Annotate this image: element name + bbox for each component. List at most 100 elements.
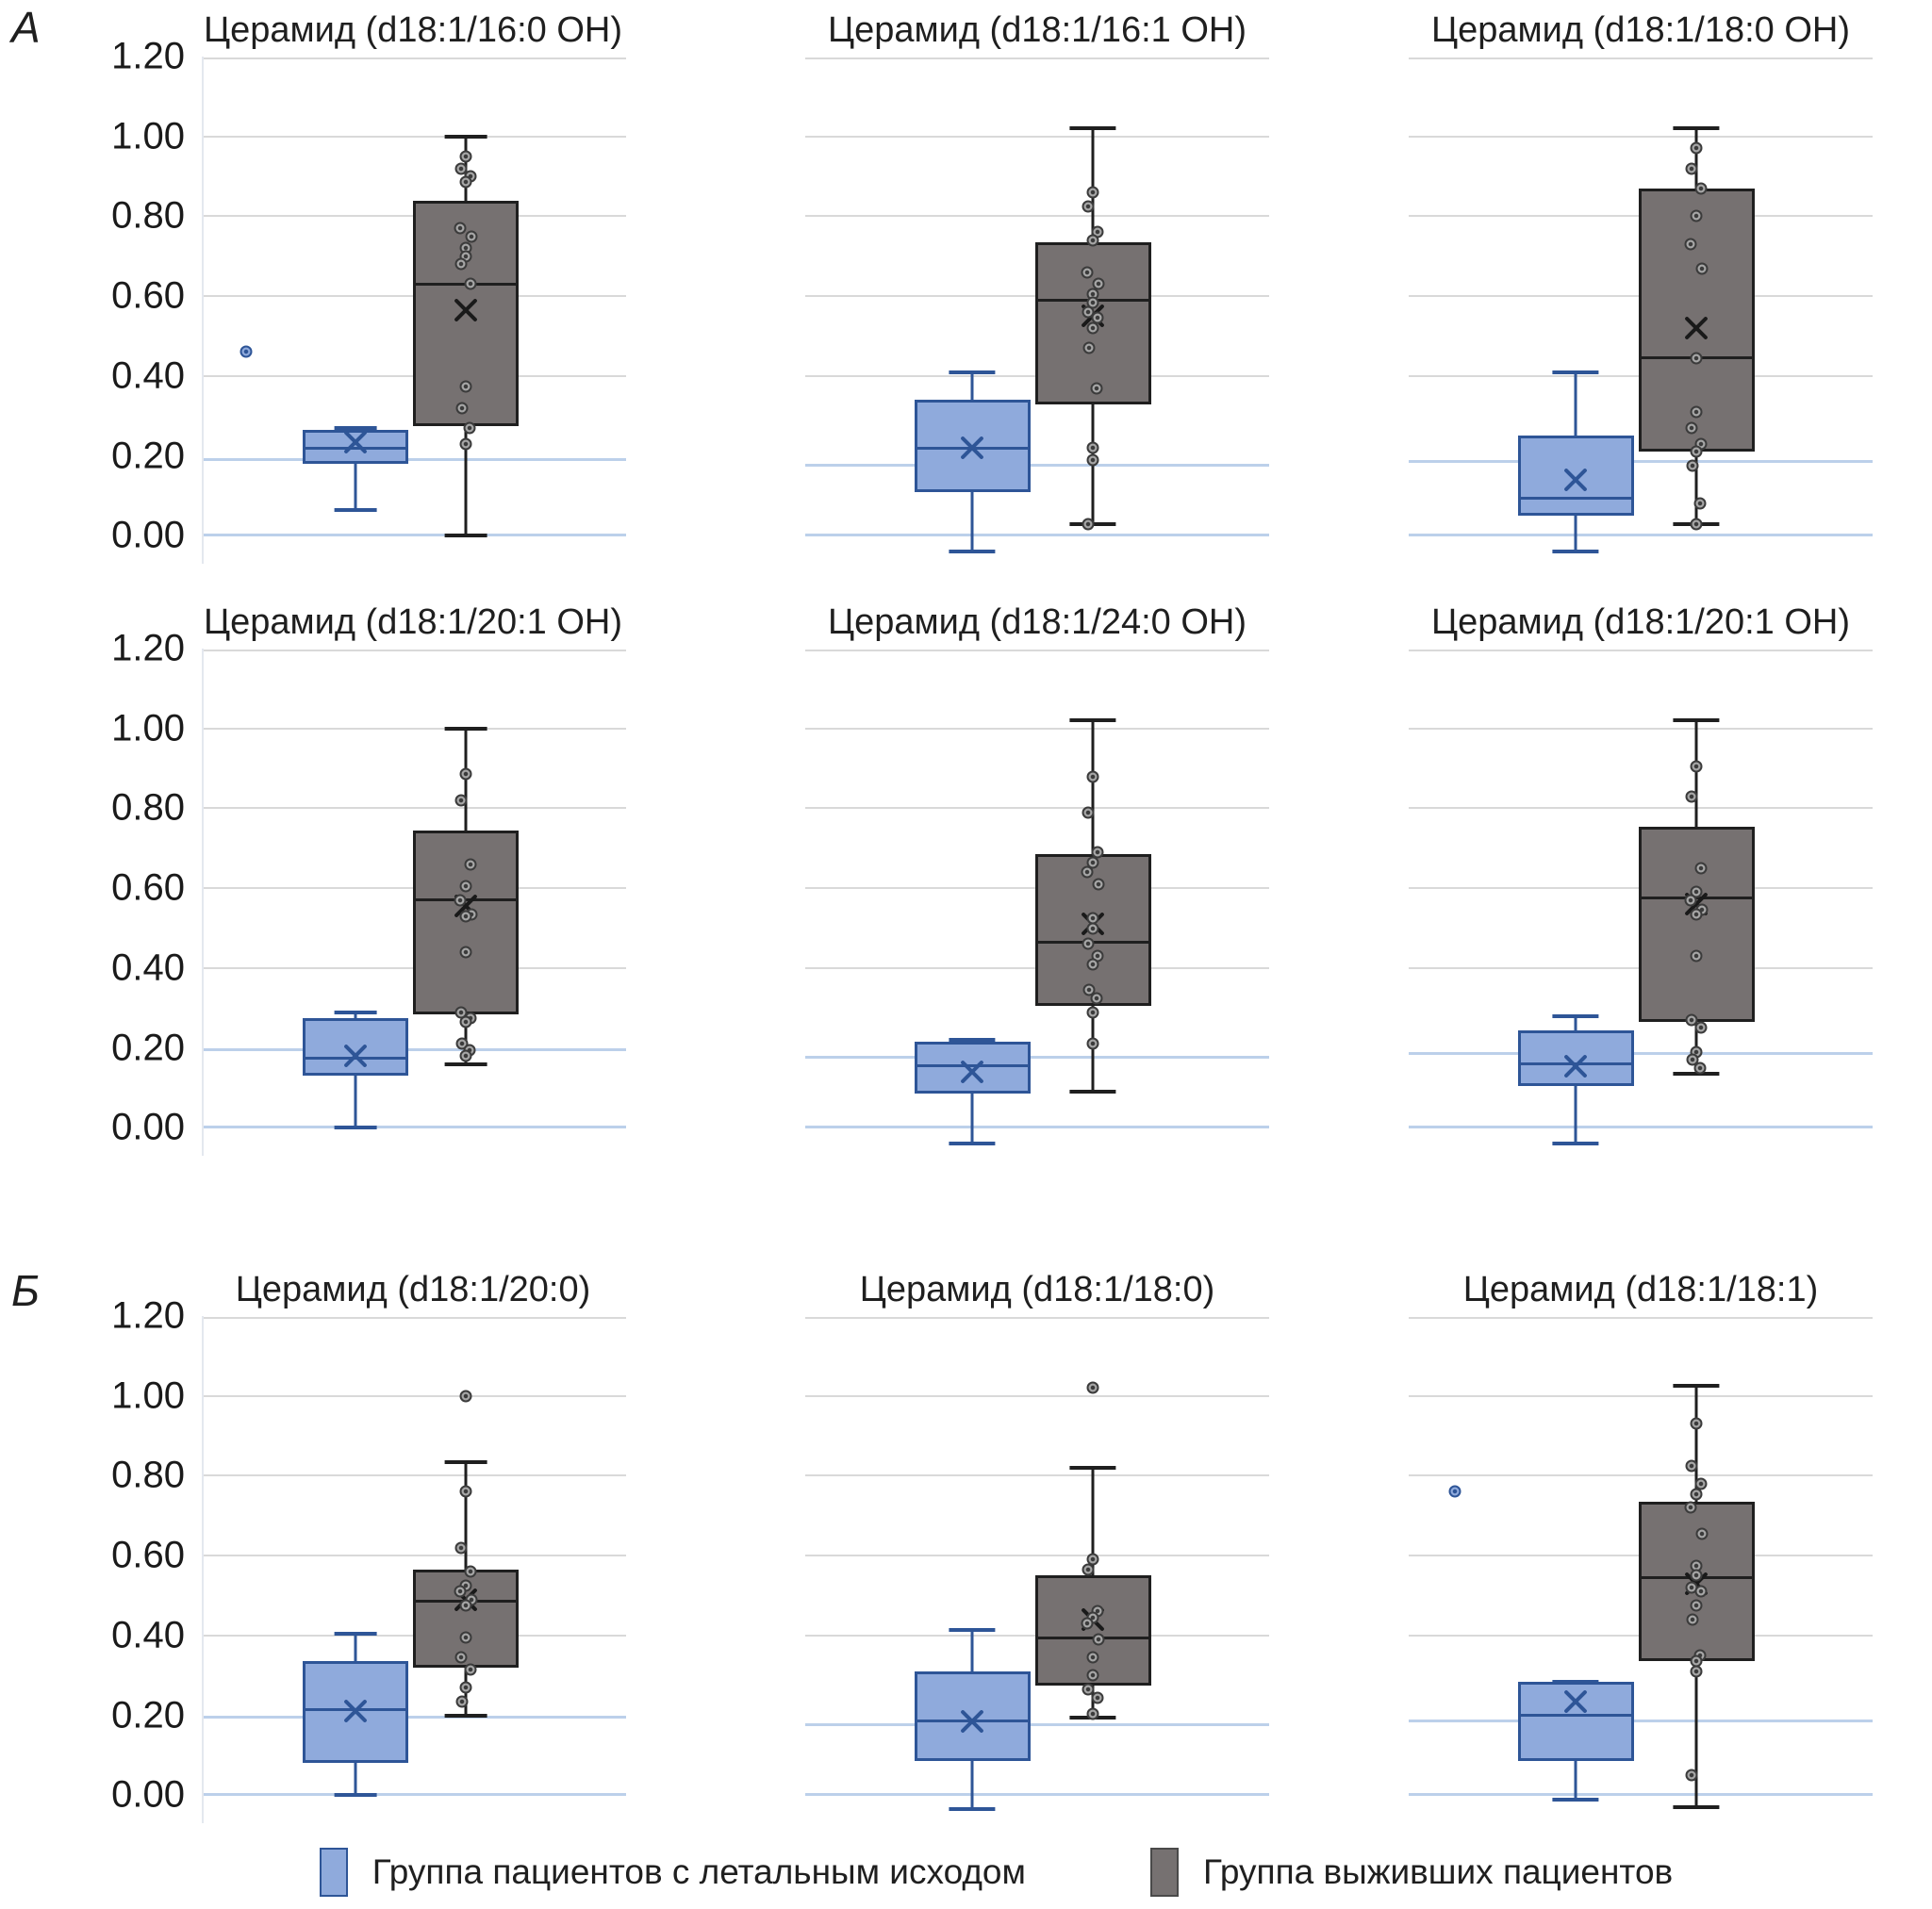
whisker-cap-lethal <box>1552 370 1599 374</box>
gridline <box>805 215 1269 218</box>
data-point-survivors <box>1685 1459 1698 1473</box>
whisker-cap-lethal <box>334 425 377 430</box>
whisker-cap-lethal <box>334 1010 377 1014</box>
data-point-survivors <box>459 437 472 451</box>
data-point-survivors <box>1082 341 1096 354</box>
data-point-survivors <box>454 162 468 175</box>
whisker-cap-survivors <box>1673 126 1720 131</box>
data-point-survivors <box>1694 1585 1708 1598</box>
y-tick-label: 1.00 <box>111 1374 185 1417</box>
outlier-point-survivors <box>1086 1381 1099 1394</box>
whisker-cap-survivors <box>444 1713 487 1718</box>
data-point-survivors <box>1086 1037 1099 1050</box>
legend-swatch-survivors <box>1149 1848 1179 1897</box>
data-point-survivors <box>1086 1006 1099 1018</box>
subplot-title: Церамид (d18:1/16:0 OH) <box>203 10 623 50</box>
gridline <box>1409 1394 1873 1397</box>
whisker-cap-survivors <box>1673 718 1720 723</box>
whisker-cap-lethal <box>949 550 996 554</box>
reference-line <box>805 1056 1269 1060</box>
gridline <box>204 1394 626 1397</box>
gridline <box>805 1555 1269 1557</box>
y-tick-label: 0.40 <box>111 946 185 989</box>
y-tick-label: 1.20 <box>111 1294 185 1337</box>
subplot-cell: Церамид (d18:1/16:0 OH) 1.20 1.00 0.80 0.60… <box>60 8 626 564</box>
subplot-title: Церамид (d18:1/20:1 OH) <box>1430 602 1851 642</box>
whisker-lethal <box>354 427 357 510</box>
whisker-cap-survivors <box>444 726 487 731</box>
data-point-survivors <box>1090 992 1103 1005</box>
data-point-survivors <box>1086 770 1099 783</box>
data-point-survivors <box>459 880 472 893</box>
outlier-point-lethal <box>239 345 253 358</box>
data-point-survivors <box>1081 865 1094 879</box>
data-point-survivors <box>454 794 468 807</box>
data-point-survivors <box>1090 382 1103 395</box>
data-point-survivors <box>1086 1707 1099 1720</box>
subplot-title: Церамид (d18:1/20:1 OH) <box>203 602 623 642</box>
whisker-cap-survivors <box>444 1061 487 1066</box>
median-lethal <box>1517 1714 1634 1718</box>
data-point-survivors <box>1086 453 1099 467</box>
data-point-survivors <box>1690 760 1703 773</box>
subplot-title: Церамид (d18:1/24:0 OH) <box>827 602 1247 642</box>
data-point-survivors <box>1690 1569 1703 1582</box>
data-point-survivors <box>464 1565 477 1578</box>
gridline <box>1409 727 1873 730</box>
y-tick-label: 0.20 <box>111 1027 185 1069</box>
subplot-cell: Церамид (d18:1/18:1) <box>1409 1267 1873 1823</box>
zero-line <box>204 534 626 537</box>
reference-line <box>1409 459 1873 463</box>
whisker-cap-lethal <box>334 1793 377 1798</box>
boxplot-area <box>1409 1316 1873 1823</box>
data-point-survivors <box>1684 894 1697 907</box>
zero-line <box>1409 1126 1873 1129</box>
whisker-cap-lethal <box>949 1807 996 1812</box>
data-point-survivors <box>1690 405 1703 419</box>
reference-line <box>204 1047 626 1051</box>
data-point-survivors <box>1690 141 1703 155</box>
data-point-survivors <box>463 421 476 435</box>
data-point-survivors <box>454 894 467 907</box>
data-point-survivors <box>455 1695 469 1708</box>
data-point-survivors <box>1082 1683 1095 1696</box>
y-tick-label: 0.00 <box>111 1106 185 1148</box>
data-point-survivors <box>459 1485 472 1498</box>
y-axis: 1.20 1.00 0.80 0.60 0.40 0.20 0.00 <box>60 1295 202 1823</box>
boxplot-area <box>805 1316 1269 1823</box>
reference-line <box>204 457 626 461</box>
data-point-survivors <box>1086 441 1099 454</box>
boxplot-area <box>202 57 626 564</box>
mean-marker-lethal <box>1562 1053 1589 1079</box>
whisker-cap-survivors <box>1069 1465 1116 1470</box>
y-tick-label: 0.40 <box>111 354 185 397</box>
data-point-survivors <box>1092 878 1105 891</box>
data-point-survivors <box>1695 1527 1709 1540</box>
data-point-survivors <box>1693 1061 1707 1075</box>
box-survivors <box>1034 1575 1151 1686</box>
chart-row-a1: Церамид (d18:1/16:0 OH) 1.20 1.00 0.80 0.60… <box>60 8 1932 564</box>
chart-row-b: Церамид (d18:1/20:0) 1.20 1.00 0.80 0.60 0.4… <box>60 1267 1932 1823</box>
gridline <box>805 727 1269 730</box>
data-point-survivors <box>459 175 472 189</box>
box-lethal <box>303 1017 409 1077</box>
whisker-cap-lethal <box>334 507 377 512</box>
zero-line <box>204 1126 626 1129</box>
y-tick-label: 0.80 <box>111 1454 185 1496</box>
legend-item-lethal: Группа пациентов с летальным исходом <box>319 1848 1026 1897</box>
data-point-survivors <box>1690 352 1703 365</box>
whisker-cap-lethal <box>949 370 996 374</box>
data-point-survivors <box>1690 518 1703 531</box>
data-point-survivors <box>1685 162 1698 175</box>
y-tick-label: 1.20 <box>111 627 185 669</box>
data-point-survivors <box>1086 958 1099 971</box>
data-point-survivors <box>1684 1501 1697 1514</box>
data-point-survivors <box>1690 445 1703 458</box>
data-point-survivors <box>1086 856 1099 869</box>
data-point-survivors <box>1693 497 1707 510</box>
data-point-survivors <box>459 946 472 959</box>
subplot-title: Церамид (d18:1/20:0) <box>235 1270 591 1309</box>
gridline <box>805 807 1269 810</box>
legend-label-survivors: Группа выживших пациентов <box>1202 1852 1674 1891</box>
boxplot-area <box>1409 57 1873 564</box>
